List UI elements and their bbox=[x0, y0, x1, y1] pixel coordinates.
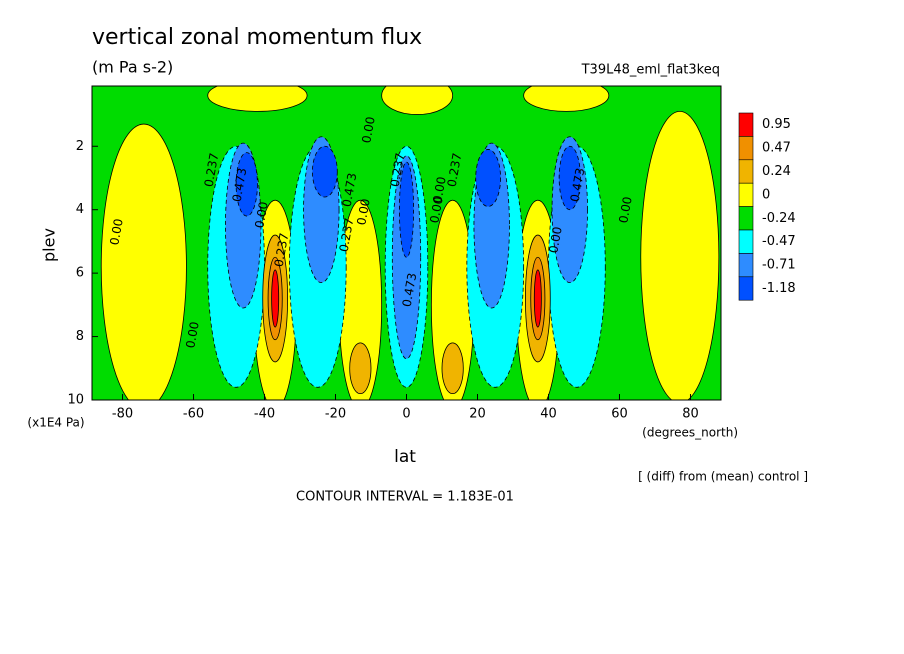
colorbar-box bbox=[738, 206, 754, 231]
colorbar-box bbox=[738, 182, 754, 207]
colorbar-label: 0.24 bbox=[762, 164, 791, 179]
chart-subtitle: (m Pa s-2) bbox=[92, 58, 173, 77]
contour-region bbox=[349, 342, 372, 395]
contour-field: 0.000.237 0.4730.000.2370.000.4730.000.23… bbox=[92, 86, 721, 400]
contour-label: 0.00 bbox=[183, 321, 201, 350]
colorbar-label: -0.71 bbox=[762, 258, 796, 273]
y-tick-label: 6 bbox=[76, 266, 84, 281]
colorbar-label: 0.47 bbox=[762, 141, 791, 156]
colorbar-box bbox=[738, 253, 754, 278]
x-tick-label: 40 bbox=[540, 407, 557, 422]
x-tick-label: 80 bbox=[682, 407, 699, 422]
y-tick-label: 4 bbox=[76, 202, 84, 217]
run-label: T39L48_eml_flat3keq bbox=[581, 63, 720, 78]
contour-label: 0.00 bbox=[354, 198, 372, 227]
contour-region bbox=[399, 161, 414, 258]
contour-interval: CONTOUR INTERVAL = 1.183E-01 bbox=[296, 490, 514, 505]
contour-region bbox=[441, 342, 464, 395]
x-tick-label: -20 bbox=[325, 407, 346, 422]
contour-label: 0.00 bbox=[107, 218, 125, 247]
contour-region bbox=[271, 269, 280, 328]
x-tick-label: 60 bbox=[611, 407, 628, 422]
contour-label: 0.00 bbox=[546, 226, 564, 255]
x-tick-label: 20 bbox=[469, 407, 486, 422]
contour-label: 0.00 bbox=[430, 176, 448, 205]
contour-label: 0.237 bbox=[337, 217, 357, 253]
contour-label: 0.00 bbox=[252, 201, 270, 230]
contour-region bbox=[523, 86, 610, 112]
contour-label: 0.237 bbox=[272, 232, 292, 268]
contour-region bbox=[640, 111, 720, 400]
colorbar-label: -0.47 bbox=[762, 234, 796, 249]
contour-label: 0.237 bbox=[202, 152, 222, 188]
colorbar-label: -1.18 bbox=[762, 281, 796, 296]
chart-title: vertical zonal momentum flux bbox=[92, 25, 422, 50]
y-tick-label: 10 bbox=[67, 393, 84, 408]
x-tick-label: -40 bbox=[254, 407, 275, 422]
y-tick-label: 2 bbox=[76, 139, 84, 154]
contour-label: 0.473 bbox=[568, 167, 588, 203]
contour-label: 0.237 bbox=[445, 152, 465, 188]
contour-region bbox=[381, 86, 454, 115]
y-axis-label: plev bbox=[40, 228, 59, 262]
colorbar-box bbox=[738, 159, 754, 184]
colorbar-label: 0.95 bbox=[762, 117, 791, 132]
contour-region bbox=[558, 145, 581, 211]
y-axis-unit: (x1E4 Pa) bbox=[27, 416, 84, 430]
colorbar-label: 0 bbox=[762, 187, 770, 202]
note: [ (diff) from (mean) control ] bbox=[638, 470, 808, 484]
contour-label: 0.473 bbox=[230, 167, 250, 203]
contour-region bbox=[475, 149, 501, 207]
x-tick-label: -80 bbox=[112, 407, 133, 422]
contour-region bbox=[207, 86, 308, 112]
colorbar-label: -0.24 bbox=[762, 211, 796, 226]
colorbar-box bbox=[738, 136, 754, 161]
x-tick-label: 0 bbox=[402, 407, 410, 422]
contour-label: 0.237 bbox=[388, 152, 408, 188]
contour-label: 0.473 bbox=[400, 272, 420, 308]
contour-region bbox=[312, 145, 338, 198]
colorbar-box bbox=[738, 276, 754, 301]
contour-label: 0.00 bbox=[359, 116, 377, 145]
contour-region bbox=[100, 123, 187, 400]
colorbar-box bbox=[738, 229, 754, 254]
x-tick-label: -60 bbox=[183, 407, 204, 422]
colorbar-box bbox=[738, 112, 754, 137]
contour-label: 0.473 bbox=[340, 172, 360, 208]
contour-label: 0.00 bbox=[616, 196, 634, 225]
x-axis-unit: (degrees_north) bbox=[642, 426, 738, 440]
contour-region bbox=[533, 269, 542, 328]
contour-label: 0.00 bbox=[427, 196, 445, 225]
contour-region bbox=[235, 152, 258, 217]
x-axis-label: lat bbox=[394, 447, 416, 467]
y-tick-label: 8 bbox=[76, 329, 84, 344]
